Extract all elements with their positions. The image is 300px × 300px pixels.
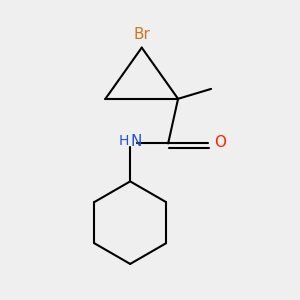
Text: H: H <box>119 134 129 148</box>
Text: N: N <box>130 134 142 149</box>
Text: Br: Br <box>133 27 150 42</box>
Text: O: O <box>214 135 226 150</box>
